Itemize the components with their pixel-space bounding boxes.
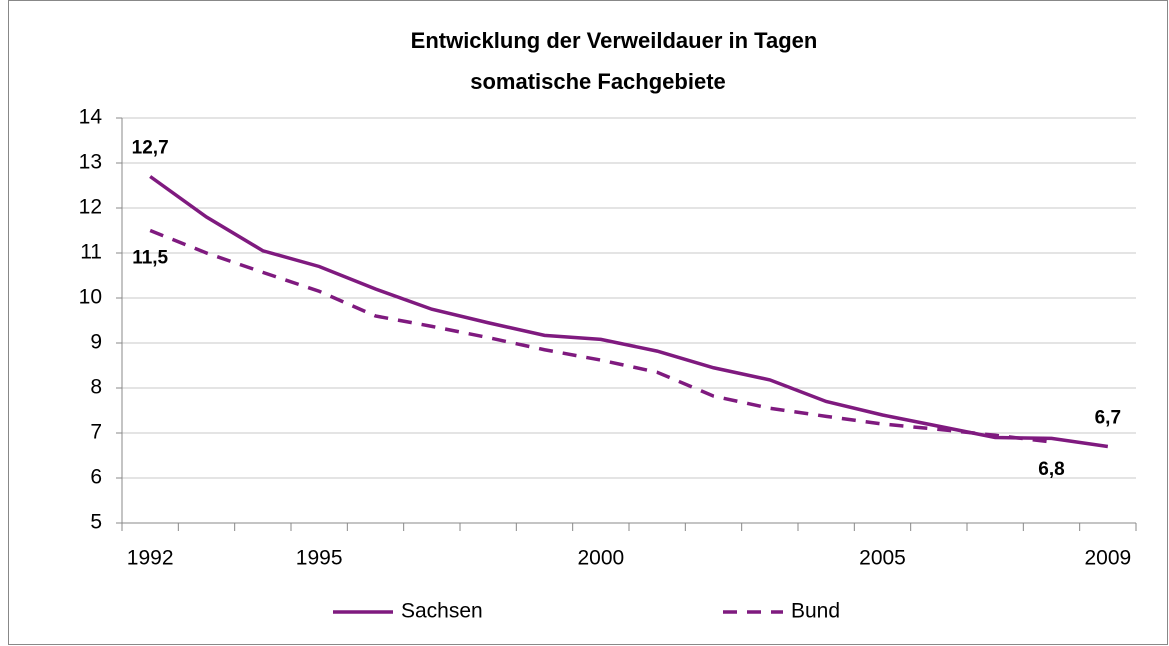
- data-label: 12,7: [132, 138, 169, 159]
- y-tick-label: 12: [79, 196, 102, 219]
- x-tick-label: 2009: [1084, 547, 1131, 570]
- line-bund: [149, 228, 1052, 444]
- y-tick-label: 8: [90, 376, 102, 399]
- y-tick-label: 6: [90, 466, 102, 489]
- x-tick-label: 1992: [127, 547, 174, 570]
- legend-label: Sachsen: [401, 600, 483, 623]
- y-tick-label: 7: [90, 421, 102, 444]
- line-sachsen: [149, 175, 1109, 449]
- x-tick-label: 1995: [296, 547, 343, 570]
- y-tick-label: 11: [80, 241, 102, 264]
- chart-subtitle: somatische Fachgebiete: [470, 69, 726, 94]
- y-tick-label: 10: [79, 286, 102, 309]
- chart-title: Entwicklung der Verweildauer in Tagen: [411, 28, 818, 53]
- legend-label: Bund: [791, 600, 840, 623]
- x-tick-label: 2005: [859, 547, 906, 570]
- data-label: 6,8: [1038, 459, 1064, 480]
- data-label: 11,5: [132, 248, 168, 269]
- y-tick-label: 9: [90, 331, 102, 354]
- y-tick-label: 13: [79, 151, 102, 174]
- x-tick-label: 2000: [577, 547, 624, 570]
- y-tick-label: 5: [90, 511, 102, 534]
- data-label: 6,7: [1095, 408, 1121, 429]
- chart-frame: [8, 0, 1168, 645]
- y-tick-label: 14: [79, 106, 103, 129]
